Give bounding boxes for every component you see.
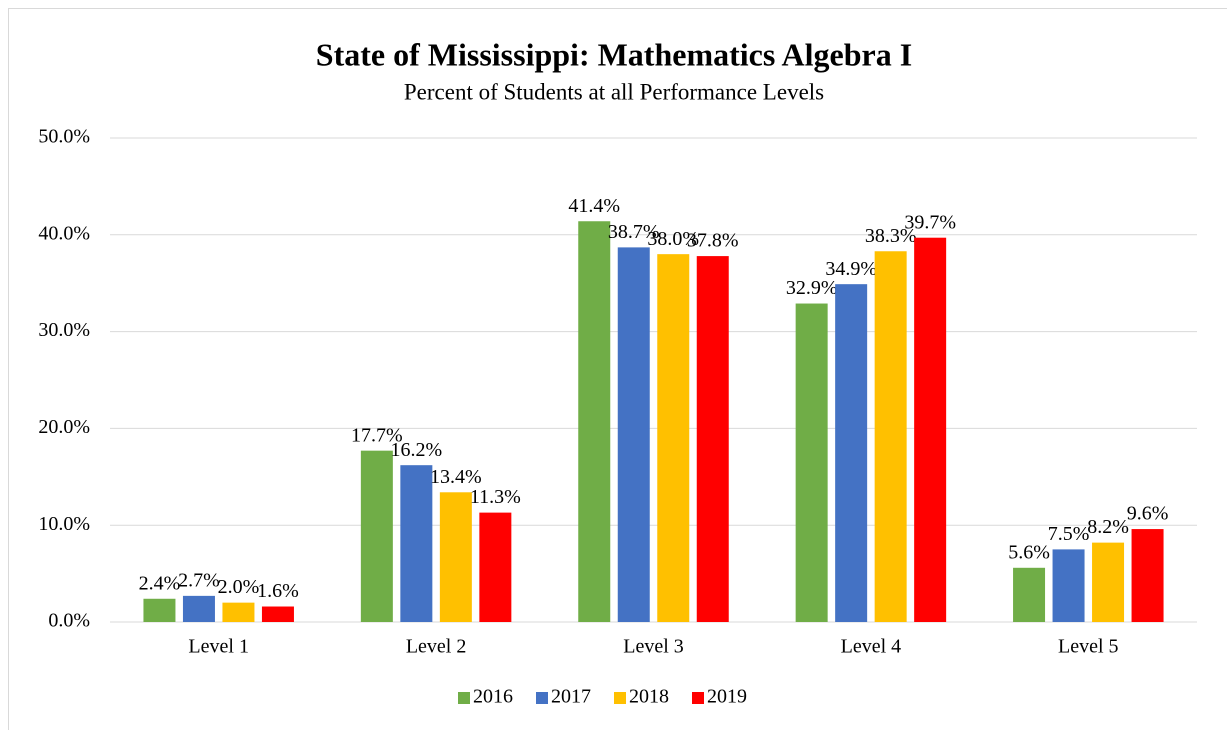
legend-label: 2017: [551, 686, 591, 708]
bar: [439, 492, 472, 622]
value-label: 41.4%: [568, 195, 620, 217]
bar: [578, 221, 611, 623]
bar: [1092, 542, 1125, 622]
bar: [795, 303, 828, 622]
chart-subtitle: Percent of Students at all Performance L…: [404, 79, 824, 104]
legend-swatch: [692, 692, 704, 704]
bar: [1131, 529, 1164, 622]
x-tick-label: Level 3: [623, 636, 684, 658]
y-tick-label: 20.0%: [38, 416, 90, 438]
x-tick-label: Level 5: [1058, 636, 1119, 658]
bar: [617, 247, 650, 622]
value-label: 2.0%: [218, 576, 260, 598]
legend-label: 2018: [629, 686, 669, 708]
bar: [479, 512, 512, 622]
bar: [835, 284, 868, 622]
value-label: 2.4%: [139, 572, 181, 594]
bar: [261, 606, 294, 622]
value-label: 38.0%: [647, 228, 699, 250]
value-label: 39.7%: [904, 211, 956, 233]
y-tick-label: 40.0%: [38, 222, 90, 244]
value-label: 34.9%: [825, 258, 877, 280]
y-tick-label: 50.0%: [38, 126, 90, 148]
y-tick-label: 0.0%: [48, 610, 90, 632]
x-tick-label: Level 4: [841, 636, 902, 658]
x-tick-label: Level 2: [406, 636, 467, 658]
value-label: 1.6%: [257, 580, 299, 602]
bar: [1052, 549, 1085, 622]
bar: [222, 602, 255, 622]
bar: [143, 598, 176, 622]
bar: [182, 595, 215, 622]
bar: [874, 251, 907, 623]
value-label: 38.7%: [608, 221, 660, 243]
value-label: 37.8%: [687, 230, 739, 252]
legend-label: 2019: [707, 686, 747, 708]
legend-swatch: [614, 692, 626, 704]
value-label: 11.3%: [470, 486, 521, 508]
value-label: 16.2%: [391, 439, 443, 461]
bar: [400, 465, 433, 622]
bar: [1013, 567, 1046, 622]
y-tick-label: 30.0%: [38, 319, 90, 341]
value-label: 9.6%: [1127, 503, 1169, 525]
value-label: 8.2%: [1087, 516, 1129, 538]
legend-label: 2016: [473, 686, 513, 708]
legend-swatch: [458, 692, 470, 704]
x-tick-label: Level 1: [188, 636, 249, 658]
bar: [696, 256, 729, 622]
value-label: 5.6%: [1008, 541, 1050, 563]
legend-swatch: [536, 692, 548, 704]
bar: [360, 450, 393, 622]
y-tick-label: 10.0%: [38, 513, 90, 535]
value-label: 17.7%: [351, 424, 403, 446]
bar: [657, 254, 690, 622]
value-label: 2.7%: [178, 569, 220, 591]
chart-title: State of Mississippi: Mathematics Algebr…: [316, 36, 912, 72]
bar: [914, 237, 947, 623]
value-label: 38.3%: [865, 225, 917, 247]
value-label: 13.4%: [430, 466, 482, 488]
value-label: 32.9%: [786, 277, 838, 299]
value-label: 7.5%: [1048, 523, 1090, 545]
